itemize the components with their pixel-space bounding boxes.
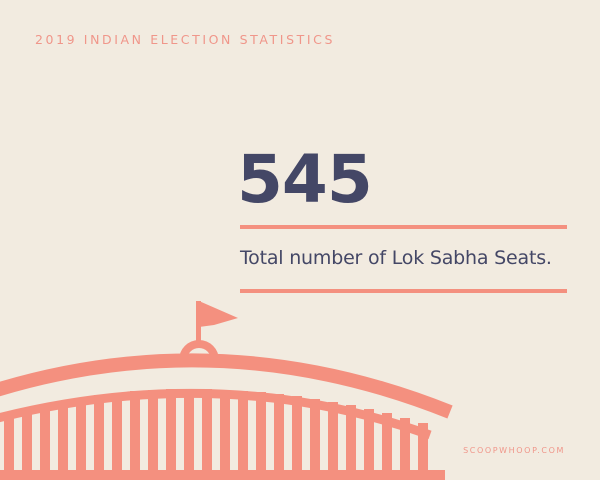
dome-ring xyxy=(179,340,219,360)
seat-count-caption: Total number of Lok Sabha Seats. xyxy=(240,247,552,269)
roof-arc xyxy=(0,353,453,419)
page-title: 2019 INDIAN ELECTION STATISTICS xyxy=(35,32,336,47)
brand-watermark: SCOOPWHOOP.COM xyxy=(463,446,565,455)
colonnade xyxy=(0,389,445,480)
divider-top xyxy=(240,225,567,229)
seat-count-value: 545 xyxy=(237,141,373,218)
flag-pole xyxy=(196,301,201,343)
divider-bottom xyxy=(240,289,567,293)
flag-icon xyxy=(199,301,238,327)
